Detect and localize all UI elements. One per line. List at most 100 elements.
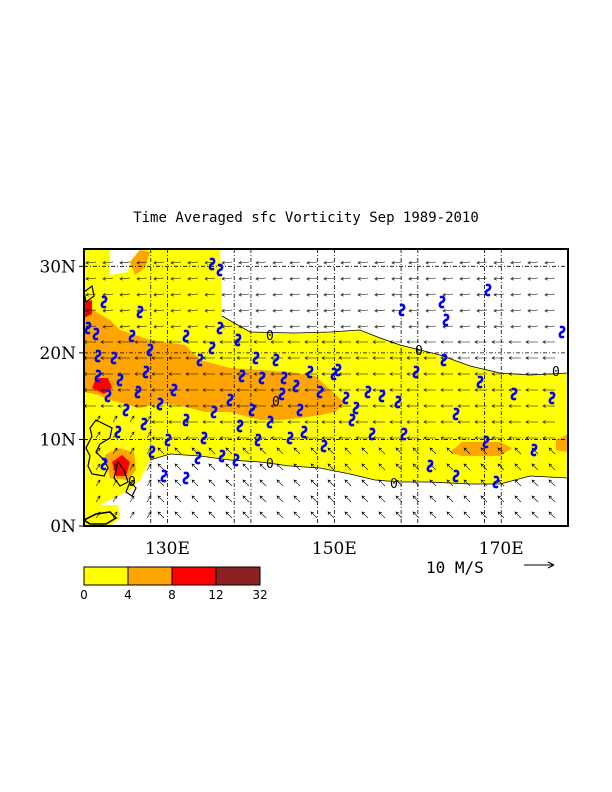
wind-vector: [136, 277, 148, 281]
typhoon-icon: [254, 433, 262, 447]
wind-vector: [493, 277, 505, 281]
lat-tick-label: 30N: [39, 257, 76, 277]
wind-vector: [389, 340, 402, 344]
typhoon-icon: [320, 439, 328, 453]
wind-vector: [344, 511, 352, 519]
wind-vector: [544, 293, 556, 297]
wind-vector: [514, 495, 522, 503]
typhoon-icon: [148, 445, 156, 459]
wind-vector: [476, 309, 488, 313]
typhoon-icon: [114, 425, 122, 439]
typhoon-icon: [182, 413, 190, 427]
wind-vector: [423, 436, 436, 440]
wind-vector: [491, 404, 504, 408]
wind-vector: [395, 479, 403, 487]
typhoon-icon: [182, 329, 190, 343]
wind-vector: [542, 340, 555, 344]
wind-vector: [408, 261, 420, 265]
typhoon-icon: [364, 385, 372, 399]
wind-vector: [355, 372, 368, 376]
wind-vector: [338, 388, 351, 392]
vector-reference-label: 10 M/S: [426, 558, 484, 577]
wind-vector: [255, 325, 267, 329]
typhoon-icon: [208, 341, 216, 355]
typhoon-icon: [146, 343, 154, 357]
vector-reference-arrow: [524, 561, 555, 569]
wind-vector: [276, 511, 284, 519]
wind-vector: [102, 309, 114, 313]
typhoon-icon: [334, 363, 342, 377]
lat-tick-label: 20N: [39, 344, 76, 364]
wind-vector: [446, 447, 454, 455]
wind-vector: [531, 463, 539, 471]
wind-vector: [425, 293, 437, 297]
wind-vector: [480, 463, 488, 471]
contour-label: 0: [266, 457, 274, 472]
wind-vector: [306, 293, 318, 297]
legend-label: 0: [80, 588, 88, 602]
wind-vector: [238, 277, 250, 281]
wind-vector: [344, 447, 352, 455]
wind-vector: [306, 325, 318, 329]
wind-vector: [219, 340, 232, 344]
typhoon-icon: [84, 321, 92, 335]
wind-vector: [355, 436, 368, 440]
vorticity-patch-orange-east-edge: [556, 434, 568, 452]
wind-vector: [134, 404, 147, 408]
wind-vector: [174, 495, 182, 503]
wind-vector: [463, 479, 471, 487]
wind-vector: [423, 340, 436, 344]
wind-vector: [372, 420, 385, 424]
wind-vector: [287, 356, 300, 360]
wind-vector: [327, 479, 335, 487]
wind-vector: [119, 277, 131, 281]
wind-vector: [459, 325, 471, 329]
wind-vector: [340, 277, 352, 281]
typhoon-icon: [116, 373, 124, 387]
wind-vector: [459, 277, 471, 281]
legend-swatch: [215, 566, 261, 586]
wind-vector: [129, 463, 135, 471]
wind-vector: [153, 277, 165, 281]
wind-vector: [423, 356, 436, 360]
wind-vector: [102, 325, 114, 329]
wind-vector: [310, 447, 318, 455]
contour-label: 0: [552, 365, 560, 380]
typhoon-icon: [558, 325, 566, 339]
wind-vector: [491, 436, 504, 440]
wind-vector: [238, 309, 250, 313]
wind-vector: [497, 495, 505, 503]
wind-vector: [255, 309, 267, 313]
wind-vector: [480, 511, 488, 519]
wind-vector: [153, 309, 165, 313]
wind-vector: [304, 404, 317, 408]
wind-vector: [440, 340, 453, 344]
wind-vector: [497, 511, 505, 519]
wind-vector: [293, 511, 301, 519]
wind-vector: [157, 495, 165, 503]
wind-vector: [259, 463, 267, 471]
wind-vector: [344, 463, 352, 471]
wind-vector: [510, 293, 522, 297]
wind-vector: [357, 261, 369, 265]
typhoon-icon: [348, 413, 356, 427]
legend-label: 8: [168, 588, 176, 602]
wind-vector: [310, 463, 318, 471]
wind-vector: [510, 309, 522, 313]
wind-vector: [327, 495, 335, 503]
wind-vector: [491, 372, 504, 376]
wind-vector: [168, 340, 181, 344]
wind-vector: [253, 420, 266, 424]
typhoon-icon: [398, 303, 406, 317]
wind-vector: [225, 463, 233, 471]
wind-vector: [412, 447, 420, 455]
contour-label: 0: [272, 395, 280, 410]
typhoon-icon: [442, 313, 450, 327]
wind-vector: [293, 447, 301, 455]
wind-vector: [474, 340, 487, 344]
wind-vector: [425, 277, 437, 281]
wind-vector: [276, 479, 284, 487]
wind-vector: [493, 309, 505, 313]
wind-vector: [480, 495, 488, 503]
wind-vector: [406, 388, 419, 392]
